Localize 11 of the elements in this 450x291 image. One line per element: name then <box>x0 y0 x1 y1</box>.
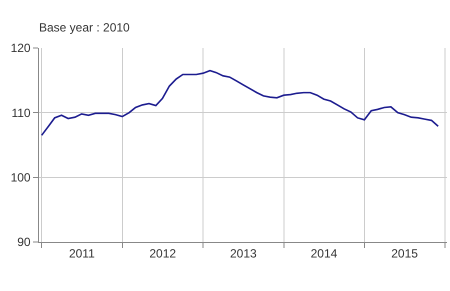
chart-title: Base year : 2010 <box>39 20 130 35</box>
x-tick-label: 2011 <box>68 246 96 260</box>
x-tick-label: 2012 <box>149 246 176 260</box>
y-tick-label: 120 <box>10 41 31 56</box>
y-tick-label: 90 <box>17 235 31 250</box>
y-tick-label: 110 <box>11 106 31 120</box>
line-series <box>40 70 439 136</box>
x-tick-label: 2013 <box>230 246 257 260</box>
x-tick-label: 2015 <box>391 246 418 260</box>
x-tick-label: 2014 <box>310 246 338 260</box>
y-tick-label: 100 <box>10 170 31 185</box>
